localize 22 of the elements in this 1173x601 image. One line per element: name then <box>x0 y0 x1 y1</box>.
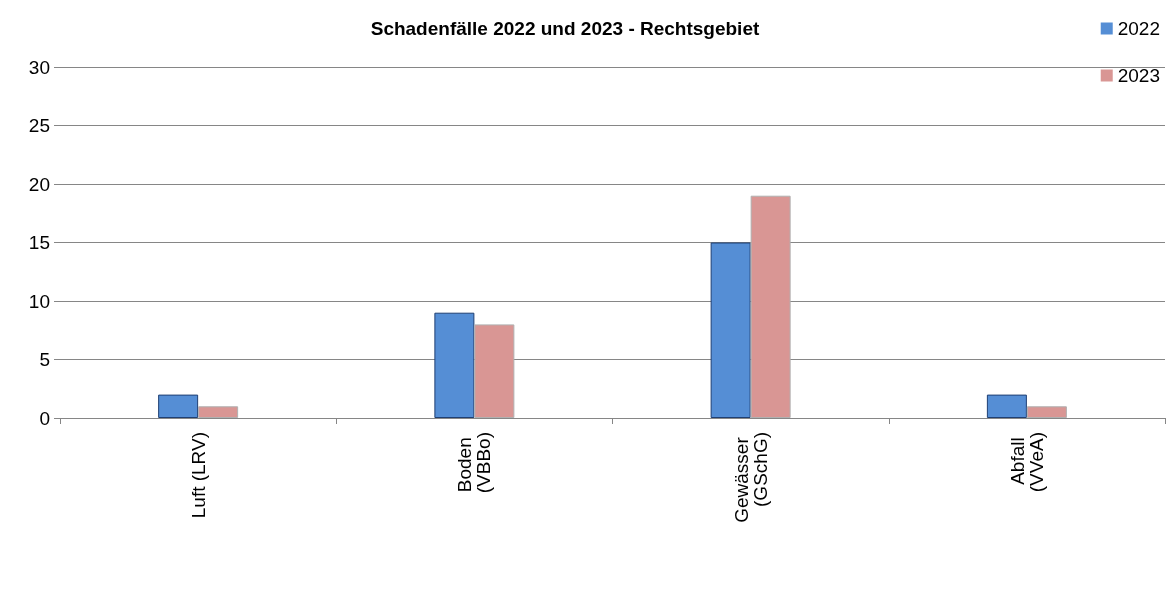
x-tick-label: Luft (LRV) <box>187 432 209 519</box>
chart-title: Schadenfälle 2022 und 2023 - Rechtsgebiet <box>370 18 760 39</box>
x-tick-label: Boden (VBBo) <box>454 432 495 494</box>
y-tick-label: 5 <box>39 349 50 370</box>
y-tick-label: 20 <box>28 173 50 195</box>
bar <box>474 324 515 418</box>
legend-label: 2022 <box>1117 18 1161 39</box>
y-tick-label: 30 <box>28 56 50 78</box>
bar <box>750 195 791 418</box>
bar <box>986 394 1027 418</box>
bar <box>158 394 199 418</box>
bar <box>1026 406 1067 418</box>
y-tick-label: 15 <box>28 232 50 253</box>
x-tick-label: Abfall (VVeA) <box>1006 432 1047 493</box>
bar <box>710 242 751 418</box>
y-tick-label: 10 <box>28 290 50 312</box>
x-tick-label: Gewässer (GSchG) <box>730 432 771 523</box>
y-tick-label: 25 <box>28 115 50 136</box>
bar <box>198 406 239 418</box>
legend-label: 2023 <box>1117 65 1161 86</box>
y-tick-label: 0 <box>39 407 50 429</box>
bar <box>434 312 475 418</box>
